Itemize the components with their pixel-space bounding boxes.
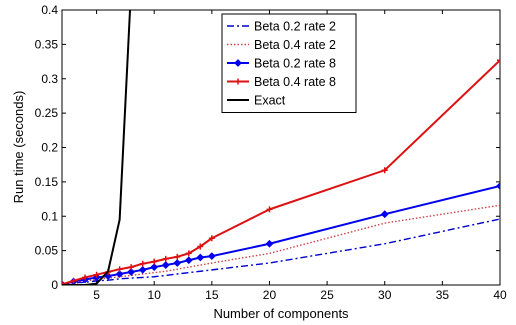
data-point: [174, 253, 181, 260]
x-tick-label: 30: [378, 288, 392, 302]
data-point: [151, 258, 158, 265]
data-point: [196, 253, 205, 262]
y-tick-label: 0.35: [35, 37, 59, 51]
y-tick-label: 0.2: [41, 141, 58, 155]
series: [62, 218, 500, 285]
data-point: [162, 255, 169, 262]
legend-item: Beta 0.4 rate 8: [227, 75, 336, 89]
data-point: [70, 277, 77, 284]
data-point: [185, 250, 192, 257]
y-tick-label: 0.15: [35, 175, 59, 189]
data-point: [208, 235, 215, 242]
data-point: [266, 206, 273, 213]
data-point: [128, 264, 135, 271]
x-tick-label: 15: [205, 288, 219, 302]
data-point: [234, 59, 242, 67]
series-layer: [62, 10, 500, 285]
x-tick-label: 5: [93, 288, 100, 302]
legend-label: Beta 0.2 rate 8: [254, 57, 336, 71]
legend-item: Beta 0.4 rate 2: [227, 38, 336, 52]
data-point: [161, 261, 170, 269]
data-point: [93, 271, 100, 278]
y-tick-label: 0.1: [41, 209, 58, 223]
y-axis-title: Run time (seconds): [11, 91, 26, 204]
data-point: [139, 260, 146, 267]
data-point: [207, 252, 216, 261]
data-point: [116, 266, 123, 273]
x-tick-label: 10: [148, 288, 162, 302]
legend-item: Beta 0.2 rate 2: [227, 20, 336, 34]
data-point: [150, 263, 159, 272]
series: [62, 57, 500, 285]
data-point: [197, 243, 204, 250]
y-tick-label: 0.4: [41, 3, 58, 17]
legend-label: Beta 0.4 rate 2: [254, 38, 336, 52]
x-tick-label: 40: [493, 288, 507, 302]
y-tick-label: 0.25: [35, 106, 59, 120]
x-axis-title: Number of components: [213, 306, 349, 321]
data-point: [496, 182, 500, 190]
data-point: [173, 259, 182, 267]
x-tick-label: 35: [436, 288, 450, 302]
data-point: [235, 78, 241, 85]
data-point: [381, 167, 388, 174]
legend-item: Exact: [227, 94, 286, 108]
legend-item: Beta 0.2 rate 8: [227, 57, 336, 71]
data-point: [265, 239, 274, 248]
legend-label: Beta 0.4 rate 8: [254, 75, 336, 89]
data-point: [115, 270, 124, 278]
series-group: [62, 10, 500, 285]
x-tick-label: 20: [263, 288, 277, 302]
data-point: [82, 274, 89, 281]
y-tick-label: 0: [51, 278, 58, 292]
y-tick-label: 0.3: [41, 72, 58, 86]
legend: Beta 0.2 rate 2 Beta 0.4 rate 2 Beta 0.2 r…: [221, 13, 357, 113]
data-point: [380, 210, 389, 219]
series-line: [62, 218, 500, 285]
data-point: [184, 256, 193, 265]
axis-ticks: 5 10 15 20 25 30 35 40 0 0.05 0.1 0.15 0.2 0.25 0.3 0.3…: [35, 3, 507, 302]
data-point: [127, 268, 136, 276]
data-point: [497, 57, 500, 64]
y-tick-label: 0.05: [35, 244, 59, 258]
series: [62, 10, 132, 285]
data-point: [138, 265, 147, 274]
series-line: [62, 10, 132, 285]
legend-label: Beta 0.2 rate 2: [254, 20, 336, 34]
legend-label: Exact: [254, 94, 286, 108]
x-tick-label: 25: [320, 288, 334, 302]
